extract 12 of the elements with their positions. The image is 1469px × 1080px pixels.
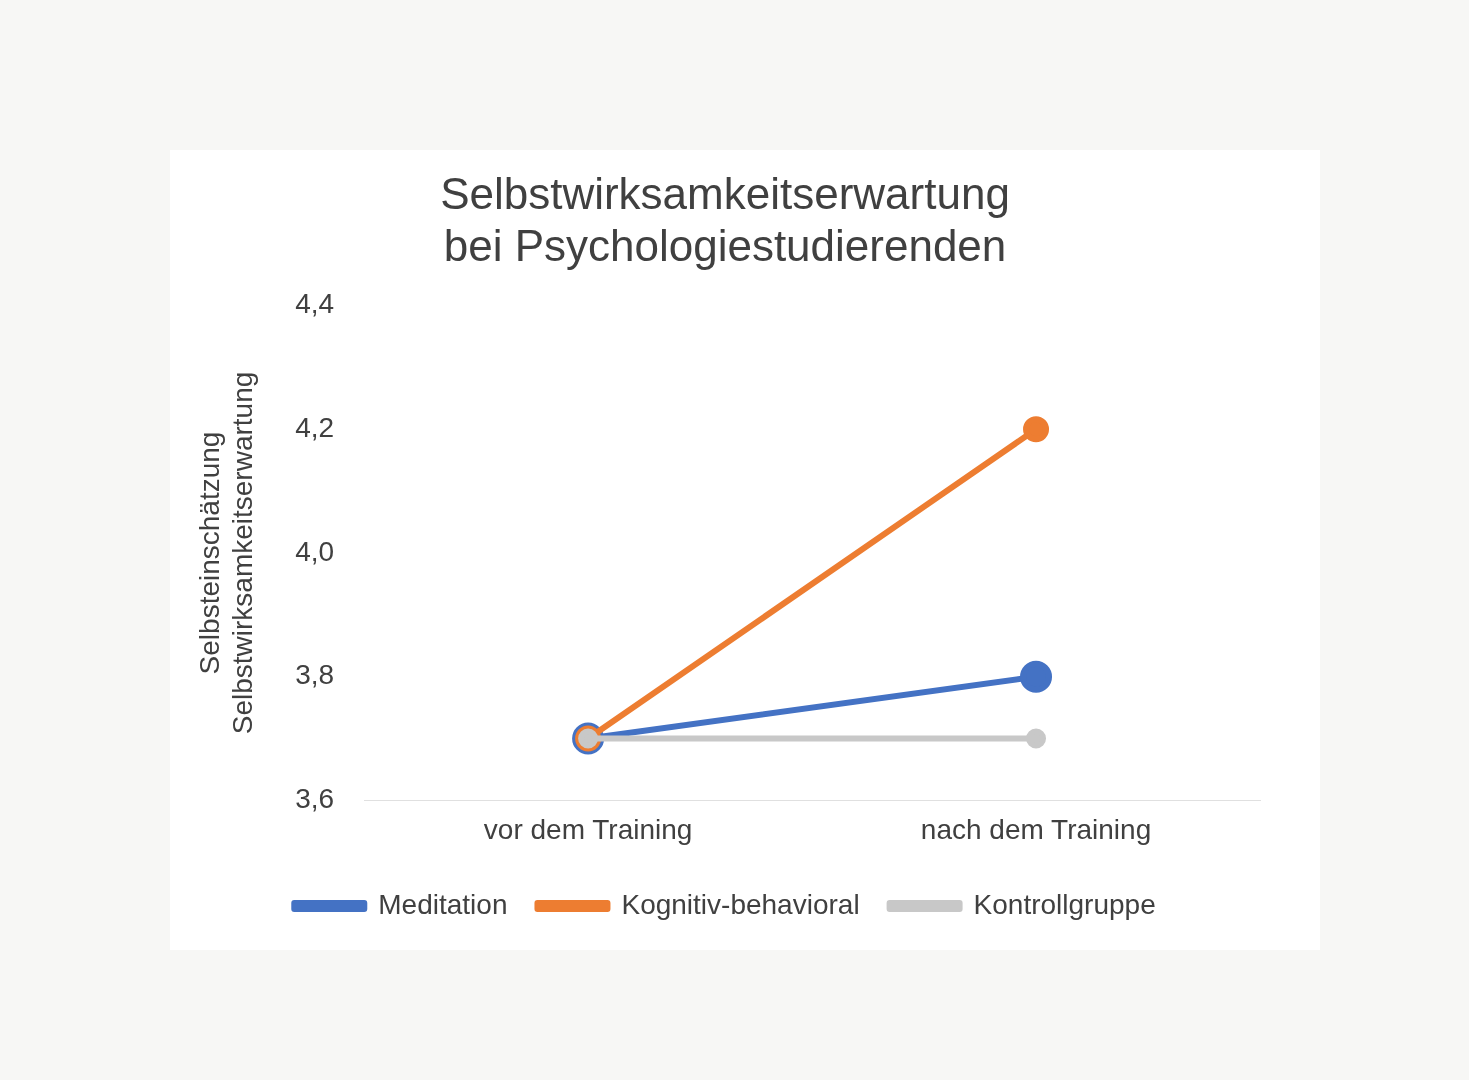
- y-tick-label: 4,0: [295, 535, 335, 567]
- y-tick-label: 4,2: [295, 412, 335, 444]
- y-tick-label: 4,4: [295, 288, 335, 320]
- chart-title: Selbstwirksamkeitserwartung bei Psychologiestudierenden: [440, 168, 1010, 271]
- legend-label: Meditation: [378, 888, 508, 920]
- x-tick-label: vor dem Training: [483, 813, 693, 845]
- y-tick-label: 3,6: [295, 783, 335, 815]
- legend-label: Kognitiv-behavioral: [621, 888, 860, 920]
- y-tick-label: 3,8: [295, 659, 335, 691]
- y-axis-title: Selbsteinschätzung Selbstwirksamkeitserwartung: [193, 371, 259, 735]
- x-tick-label: nach dem Training: [920, 813, 1152, 845]
- legend-label: Kontrollgruppe: [973, 888, 1156, 920]
